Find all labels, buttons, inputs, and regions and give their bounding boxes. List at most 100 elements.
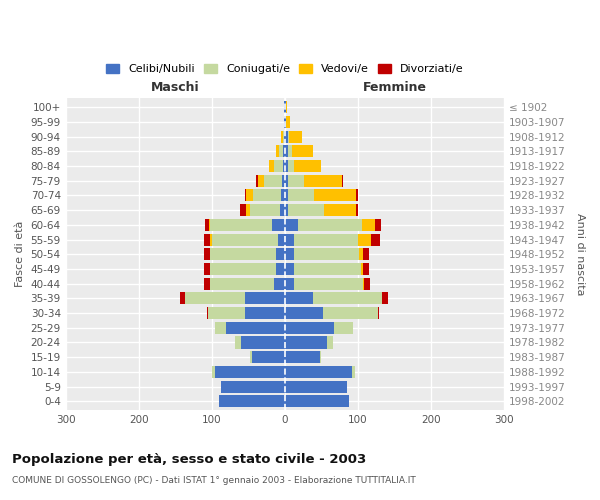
Bar (209, 278, 274, 289)
Bar (210, 248, 276, 260)
Bar (250, 351, 252, 363)
Bar (289, 130, 302, 142)
Bar (285, 160, 288, 172)
Bar (362, 219, 376, 231)
Bar (285, 336, 327, 348)
Bar (356, 204, 358, 216)
Bar (285, 130, 288, 142)
Bar (280, 204, 285, 216)
Bar (209, 219, 210, 231)
Text: Femmine: Femmine (362, 81, 427, 94)
Bar (363, 278, 364, 289)
Bar (269, 160, 274, 172)
Bar (289, 146, 292, 158)
Bar (286, 116, 290, 128)
Bar (204, 278, 209, 289)
Bar (293, 263, 361, 275)
Bar (283, 146, 285, 158)
Bar (285, 219, 298, 231)
Bar (206, 307, 208, 319)
Text: COMUNE DI GOSSOLENGO (PC) - Dati ISTAT 1° gennaio 2003 - Elaborazione TUTTITALIA: COMUNE DI GOSSOLENGO (PC) - Dati ISTAT 1… (12, 476, 416, 485)
Bar (285, 146, 289, 158)
Bar (205, 234, 210, 245)
Bar (363, 248, 369, 260)
Bar (276, 146, 279, 158)
Bar (281, 190, 285, 202)
Bar (358, 234, 371, 245)
Bar (210, 263, 276, 275)
Bar (285, 278, 293, 289)
Bar (376, 219, 381, 231)
Bar (274, 278, 285, 289)
Bar (361, 263, 363, 275)
Bar (377, 307, 379, 319)
Bar (212, 366, 215, 378)
Bar (293, 234, 358, 245)
Bar (364, 278, 370, 289)
Bar (284, 130, 285, 142)
Bar (245, 307, 285, 319)
Bar (288, 160, 293, 172)
Bar (293, 278, 363, 289)
Bar (285, 366, 352, 378)
Bar (250, 204, 280, 216)
Bar (285, 307, 323, 319)
Bar (279, 146, 283, 158)
Bar (215, 366, 285, 378)
Bar (284, 116, 285, 128)
Bar (313, 292, 382, 304)
Bar (210, 219, 272, 231)
Y-axis label: Anni di nascita: Anni di nascita (575, 213, 585, 296)
Bar (219, 396, 285, 407)
Bar (356, 190, 358, 202)
Bar (285, 380, 347, 392)
Bar (212, 234, 278, 245)
Bar (323, 307, 377, 319)
Bar (285, 234, 293, 245)
Bar (283, 130, 284, 142)
Bar (246, 204, 250, 216)
Bar (204, 248, 209, 260)
Bar (298, 219, 362, 231)
Y-axis label: Fasce di età: Fasce di età (15, 221, 25, 288)
Bar (363, 263, 369, 275)
Bar (240, 204, 246, 216)
Bar (281, 130, 283, 142)
Text: Maschi: Maschi (151, 81, 200, 94)
Bar (285, 322, 334, 334)
Bar (327, 336, 333, 348)
Bar (359, 248, 363, 260)
Bar (246, 190, 253, 202)
Bar (256, 174, 258, 186)
Bar (258, 174, 263, 186)
Bar (289, 204, 323, 216)
Bar (245, 190, 246, 202)
Bar (293, 160, 322, 172)
Bar (221, 380, 285, 392)
Bar (274, 160, 283, 172)
Bar (293, 248, 359, 260)
Bar (253, 190, 281, 202)
Bar (205, 219, 209, 231)
Bar (285, 116, 286, 128)
Bar (285, 396, 349, 407)
Bar (285, 292, 313, 304)
Bar (204, 263, 209, 275)
Bar (292, 146, 313, 158)
Bar (276, 248, 285, 260)
Bar (285, 174, 288, 186)
Bar (215, 322, 226, 334)
Bar (284, 101, 285, 113)
Bar (288, 174, 304, 186)
Bar (342, 174, 343, 186)
Bar (285, 263, 293, 275)
Bar (252, 351, 285, 363)
Bar (276, 263, 285, 275)
Bar (282, 174, 285, 186)
Bar (179, 292, 185, 304)
Bar (235, 336, 241, 348)
Bar (285, 204, 289, 216)
Bar (278, 234, 285, 245)
Bar (382, 292, 388, 304)
Bar (208, 307, 245, 319)
